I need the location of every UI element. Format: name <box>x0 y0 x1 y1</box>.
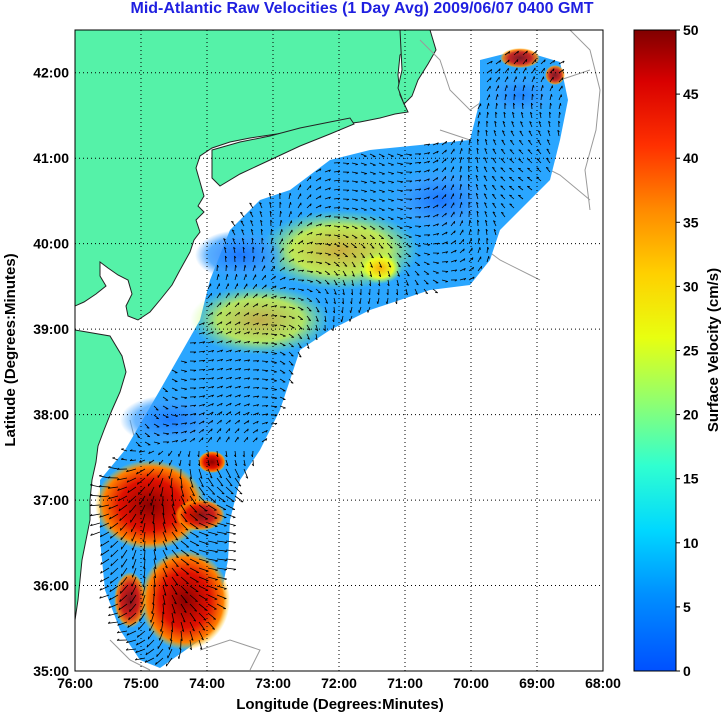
colorbar-tick-label: 25 <box>683 343 699 359</box>
velocity-vectors <box>89 50 565 667</box>
map-title: Mid-Atlantic Raw Velocities (1 Day Avg) … <box>130 0 594 17</box>
delmarva-land <box>75 329 127 621</box>
colorbar-tick-label: 30 <box>683 278 699 294</box>
lat-tick-label: 42:00 <box>33 65 69 81</box>
bathymetry-contour-2 <box>109 30 601 671</box>
colorbar-tick-label: 15 <box>683 471 699 487</box>
lon-tick-label: 75:00 <box>123 675 159 691</box>
colorbar-tick-label: 35 <box>683 214 699 230</box>
long-island <box>211 117 355 187</box>
lon-tick-label: 69:00 <box>519 675 555 691</box>
land-mass <box>75 30 416 321</box>
colorbar-tick-label: 50 <box>683 22 699 38</box>
lat-tick-label: 40:00 <box>33 236 69 252</box>
lon-tick-label: 72:00 <box>321 675 357 691</box>
lon-tick-label: 70:00 <box>453 675 489 691</box>
lat-tick-label: 38:00 <box>33 407 69 423</box>
lon-tick-label: 71:00 <box>387 675 423 691</box>
colorbar <box>633 29 677 672</box>
axis-ticks: 76:00 75:00 74:00 73:00 72:00 71:00 70:00 69:00… <box>33 65 621 691</box>
lon-tick-label: 73:00 <box>255 675 291 691</box>
cape-cod <box>397 30 437 105</box>
lat-tick-label: 41:00 <box>33 150 69 166</box>
lon-tick-label: 76:00 <box>57 675 93 691</box>
colorbar-tick-label: 5 <box>683 599 691 615</box>
plot-frame <box>74 29 604 672</box>
lat-tick-label: 39:00 <box>33 321 69 337</box>
colorbar-tick-label: 0 <box>683 663 691 679</box>
colorbar-tick-label: 10 <box>683 535 699 551</box>
colorbar-tick-label: 20 <box>683 407 699 423</box>
lon-tick-label: 74:00 <box>189 675 225 691</box>
lat-tick-label: 35:00 <box>33 663 69 679</box>
y-axis-label: Latitude (Degrees:Minutes) <box>2 253 19 446</box>
x-axis-label: Longitude (Degrees:Minutes) <box>236 696 444 713</box>
colorbar-tick-label: 45 <box>683 86 699 102</box>
lat-tick-label: 36:00 <box>33 578 69 594</box>
colorbar-label: Surface Velocity (cm/s) <box>705 268 722 432</box>
colorbar-tick-label: 40 <box>683 150 699 166</box>
lon-tick-label: 68:00 <box>585 675 621 691</box>
graticule <box>75 30 603 671</box>
lat-tick-label: 37:00 <box>33 492 69 508</box>
